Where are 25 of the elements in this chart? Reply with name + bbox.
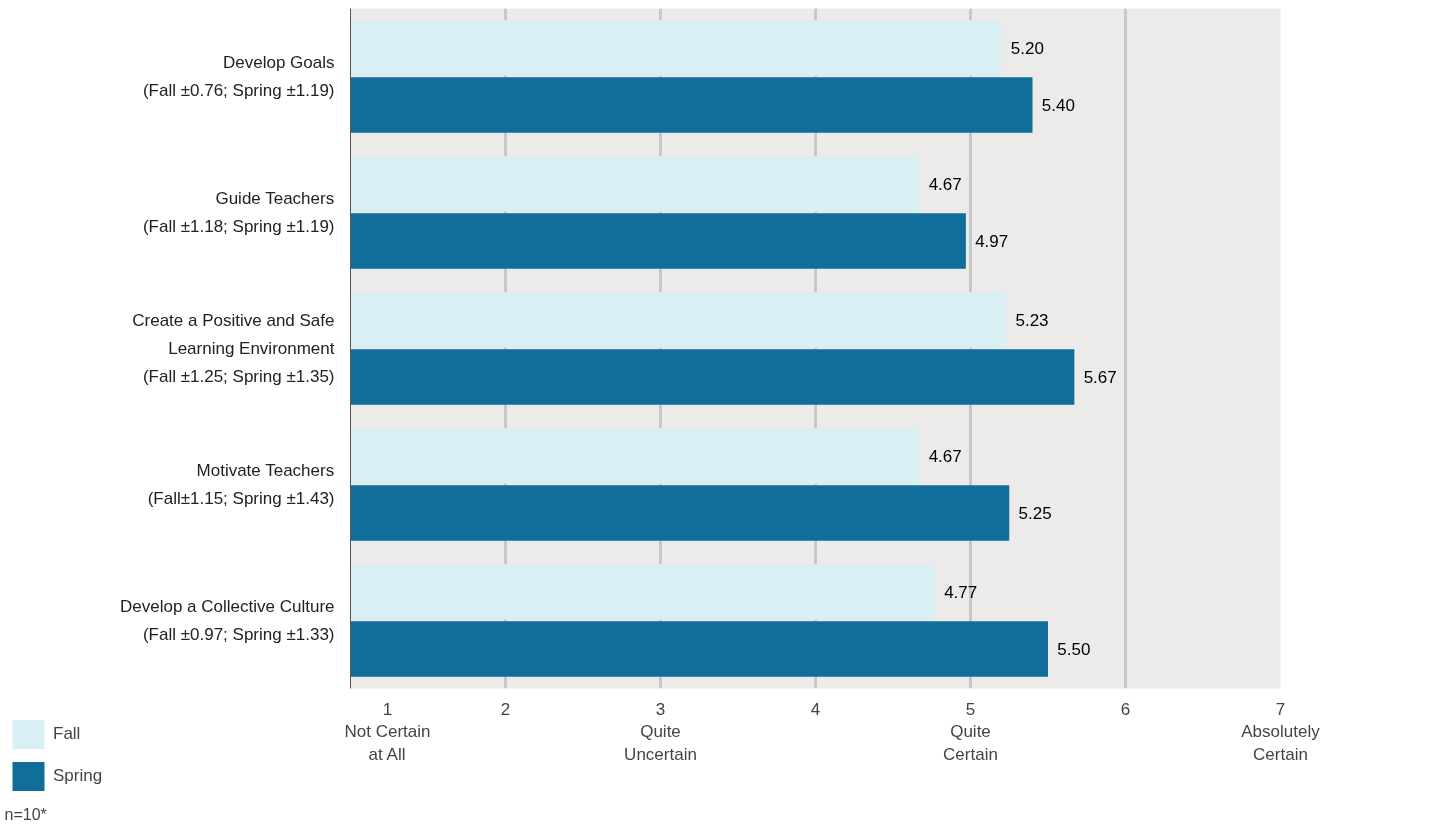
data-label: 5.40 xyxy=(1041,96,1075,116)
x-tick-label: 6 xyxy=(1120,699,1131,719)
data-label: 5.50 xyxy=(1057,640,1091,660)
data-label: 4.97 xyxy=(975,232,1009,252)
y-tick-label: Develop a Collective Culture (Fall ±0.97; Spring ±1.33) xyxy=(120,597,335,644)
y-tick-label: Create a Positive and Safe Learning Environment (Fall ±1.25; Spring ±1.35) xyxy=(132,311,335,386)
data-label: 4.67 xyxy=(928,446,962,466)
y-tick-label: Guide Teachers (Fall ±1.18; Spring ±1.19) xyxy=(142,189,335,236)
y-tick-label: Motivate Teachers (Fall±1.15; Spring ±1.43) xyxy=(147,461,335,508)
y-tick-label: Develop Goals (Fall ±0.76; Spring ±1.19) xyxy=(142,53,335,100)
data-label: 5.25 xyxy=(1018,504,1052,524)
data-label: 4.67 xyxy=(928,174,962,194)
legend-label: Spring xyxy=(53,766,103,786)
text: n=10* xyxy=(4,805,47,823)
x-tick-label: 3 Quite Uncertain xyxy=(624,699,697,765)
x-tick-label: 5 Quite Certain xyxy=(943,699,998,765)
data-label: 5.23 xyxy=(1015,310,1049,330)
data-label: 5.20 xyxy=(1010,38,1044,58)
data-label: 4.77 xyxy=(944,582,978,602)
x-tick-label: 1 Not Certain at All xyxy=(344,699,431,765)
legend-label: Fall xyxy=(53,724,81,744)
x-tick-label: 4 xyxy=(810,699,821,719)
data-label: 5.67 xyxy=(1083,368,1117,388)
x-tick-label: 7 Absolutely Certain xyxy=(1241,699,1321,765)
x-tick-label: 2 xyxy=(500,699,511,719)
